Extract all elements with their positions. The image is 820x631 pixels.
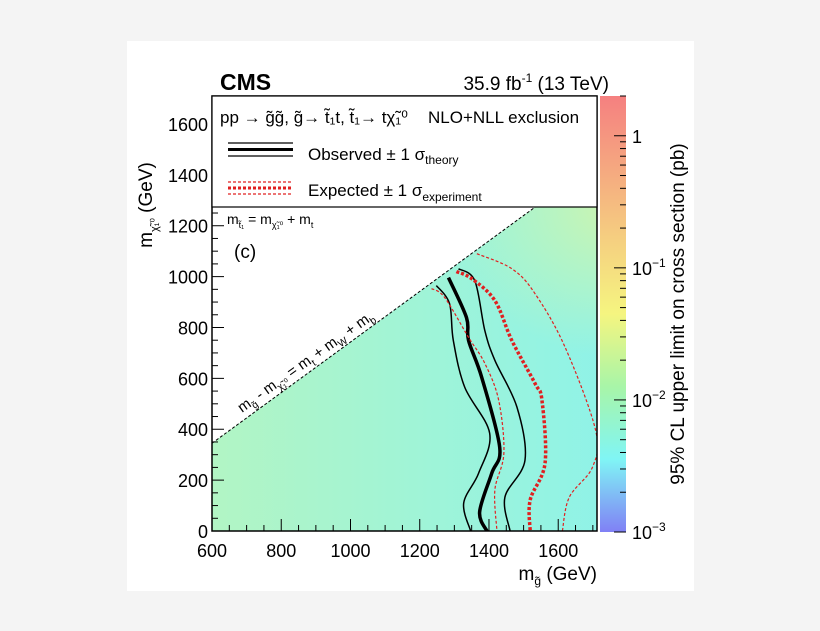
- y-axis: 0 200 400 600 800 1000 1200 1400 1600: [168, 98, 224, 542]
- colorbar: [600, 96, 626, 532]
- y-tick-label: 800: [178, 318, 208, 338]
- y-tick-label: 600: [178, 369, 208, 389]
- y-tick-label: 200: [178, 471, 208, 491]
- x-tick-label: 800: [266, 541, 296, 561]
- curve-expected-band: [476, 253, 597, 531]
- x-tick-label: 1200: [400, 541, 440, 561]
- y-tick-label: 0: [198, 522, 208, 542]
- exclusion-curves: [431, 253, 597, 531]
- x-axis: 600 800 1000 1200 1400 1600: [197, 519, 594, 561]
- y-axis-title: mχ̃₁⁰ (GeV): [136, 162, 161, 248]
- curve-expected-central: [455, 269, 548, 531]
- z-tick-label: 1: [632, 127, 642, 147]
- legend-observed-swatch: [228, 142, 293, 157]
- z-axis-title: 95% CL upper limit on cross section (pb): [668, 143, 689, 484]
- x-tick-label: 1400: [469, 541, 509, 561]
- y-tick-label: 400: [178, 420, 208, 440]
- x-tick-label: 600: [197, 541, 227, 561]
- z-tick-label: 10−1: [632, 256, 666, 279]
- y-tick-label: 1400: [168, 166, 208, 186]
- z-tick-label: 10−2: [632, 388, 666, 411]
- legend-expected-label: Expected ± 1 σexperiment: [308, 181, 482, 204]
- legend-box: [211, 95, 598, 208]
- y-tick-label: 1200: [168, 217, 208, 237]
- x-tick-label: 1600: [538, 541, 578, 561]
- experiment-label: CMS: [220, 69, 271, 95]
- heatmap-highlight: [212, 96, 597, 531]
- y-tick-label: 1600: [168, 115, 208, 135]
- lumi-energy-label: 35.9 fb-1 (13 TeV): [463, 71, 609, 95]
- x-tick-label: 1000: [330, 541, 370, 561]
- legend-observed-label: Observed ± 1 σtheory: [308, 145, 459, 167]
- x-axis-title: mg̃ (GeV): [519, 564, 597, 588]
- colorbar-axis: 1 10−1 10−2 10−3: [614, 95, 666, 543]
- curve-observed-band: [458, 268, 527, 531]
- legend: pp → g̃g̃, g̃→ t̃₁t, t̃₁→ tχ̃₁⁰ NLO+NLL …: [211, 95, 598, 208]
- stop-mass-line-annotation: mt̃₁ = mχ̃₁⁰ + mt: [227, 211, 314, 230]
- curve-expected-band: [431, 288, 505, 531]
- curve-observed-central: [446, 276, 502, 531]
- heatmap: [212, 96, 597, 531]
- legend-header: pp → g̃g̃, g̃→ t̃₁t, t̃₁→ tχ̃₁⁰: [220, 108, 408, 127]
- legend-header-right: NLO+NLL exclusion: [428, 108, 579, 127]
- z-tick-label: 10−3: [632, 520, 666, 543]
- panel-label: (c): [234, 242, 256, 263]
- y-tick-label: 1000: [168, 268, 208, 288]
- legend-expected-swatch: [228, 181, 293, 195]
